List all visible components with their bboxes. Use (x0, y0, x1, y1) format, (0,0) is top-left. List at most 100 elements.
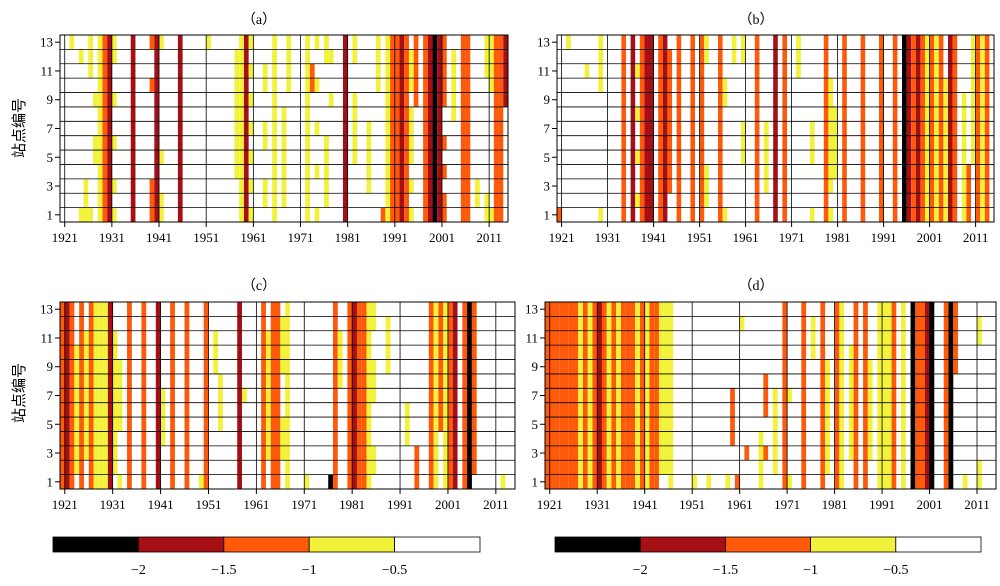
heatmap-cell (275, 359, 281, 374)
heatmap-cell (658, 373, 664, 389)
heatmap-cell (366, 135, 372, 151)
heatmap-cell (356, 417, 362, 432)
gridlines-b (556, 34, 995, 223)
heatmap-cell (451, 106, 457, 122)
y-tick-label: 13 (40, 302, 53, 317)
heatmap-cell (285, 359, 290, 374)
heatmap-cell (763, 373, 769, 389)
heatmap-cell (394, 178, 400, 194)
heatmap-cell (616, 474, 621, 489)
heatmap-cell (503, 78, 508, 93)
heatmap-cell (239, 78, 244, 93)
heatmap-cell (155, 460, 161, 475)
heatmap-cell (620, 388, 626, 403)
heatmap-cell (943, 207, 948, 222)
heatmap-cell (839, 445, 845, 461)
heatmap-cell (911, 178, 916, 194)
heatmap-cell (237, 373, 242, 389)
heatmap-cell (842, 193, 847, 208)
heatmap-cell (467, 417, 472, 432)
heatmap-cell (83, 207, 89, 222)
heatmap-cell (98, 460, 104, 475)
heatmap-cell (404, 121, 409, 136)
heatmap-cell (427, 92, 433, 107)
x-tick-label: 1921 (52, 230, 78, 245)
heatmap-cell (662, 63, 668, 79)
heatmap-cell (882, 330, 887, 346)
heatmap-cell (98, 474, 104, 489)
heatmap-cell (980, 135, 985, 151)
heatmap-cell (97, 106, 103, 122)
heatmap-cell (462, 330, 468, 346)
heatmap-cell (305, 121, 310, 136)
heatmap-cell (184, 445, 190, 461)
heatmap-cell (975, 121, 981, 136)
heatmap-cell (644, 330, 650, 346)
heatmap-cell (432, 92, 438, 107)
heatmap-cell (906, 193, 912, 208)
heatmap-cell (582, 388, 588, 403)
heatmap-cell (839, 402, 845, 418)
heatmap-cell (203, 330, 209, 346)
heatmap-cell (582, 316, 588, 331)
heatmap-cell (272, 121, 277, 136)
heatmap-cell (474, 193, 480, 208)
heatmap-cell (568, 417, 574, 432)
heatmap-cell (568, 330, 574, 346)
heatmap-cell (452, 474, 458, 489)
heatmap-cell (154, 78, 160, 93)
heatmap-cell (886, 373, 892, 389)
heatmap-cell (587, 417, 593, 432)
heatmap-cell (352, 330, 357, 346)
y-tick-label: 13 (537, 35, 550, 50)
heatmap-cell (484, 49, 490, 64)
heatmap-cell (170, 316, 175, 331)
heatmap-cell (667, 135, 672, 151)
heatmap-cell (754, 135, 760, 151)
heatmap-cell (83, 431, 89, 446)
heatmap-cell (920, 150, 925, 165)
heatmap-cell (447, 359, 453, 374)
heatmap-cell (98, 402, 104, 418)
heatmap-cell (611, 474, 617, 489)
heatmap-cell (285, 316, 290, 331)
heatmap-cell (668, 316, 674, 331)
heatmap-cell (934, 164, 939, 179)
heatmap-cell (554, 417, 560, 432)
heatmap-cell (447, 330, 453, 346)
heatmap-cell (658, 193, 663, 208)
heatmap-cell (635, 106, 640, 122)
heatmap-cell (810, 121, 815, 136)
heatmap-cell (285, 302, 290, 317)
heatmap-cell (394, 135, 400, 151)
heatmap-cell (452, 302, 458, 317)
heatmap-cell (342, 121, 348, 136)
heatmap-cell (239, 150, 244, 165)
heatmap-cell (275, 431, 281, 446)
heatmap-cell (929, 330, 935, 346)
heatmap-cell (630, 92, 636, 107)
heatmap-cell (545, 345, 550, 360)
heatmap-cell (644, 474, 650, 489)
heatmap-cell (265, 373, 271, 389)
heatmap-cell (427, 78, 433, 93)
heatmap-cell (654, 402, 659, 418)
heatmap-cell (606, 445, 612, 461)
heatmap-cell (616, 388, 621, 403)
heatmap-cell (676, 193, 682, 208)
heatmap-cell (127, 417, 132, 432)
heatmap-cell (649, 193, 654, 208)
heatmap-cell (460, 49, 466, 64)
heatmap-cell (741, 49, 746, 64)
heatmap-cell (699, 135, 705, 151)
heatmap-cell (782, 135, 787, 151)
heatmap-cell (394, 150, 400, 165)
heatmap-cell (111, 49, 117, 64)
heatmap-cell (834, 431, 840, 446)
heatmap-cell (117, 359, 123, 374)
heatmap-cell (948, 460, 954, 475)
heatmap-cell (545, 431, 550, 446)
heatmap-cell (823, 92, 829, 107)
heatmap-cell (625, 359, 631, 374)
heatmap-cell (842, 178, 847, 194)
